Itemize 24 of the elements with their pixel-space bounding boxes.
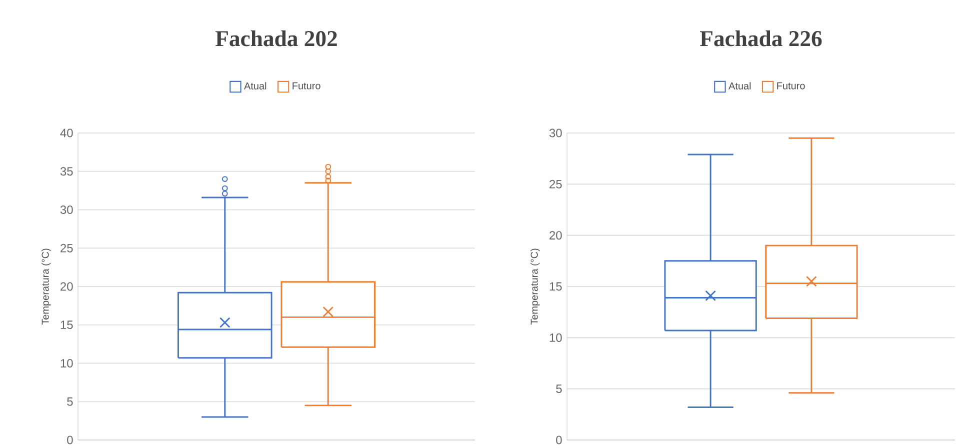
y-tick-label: 30 xyxy=(549,128,562,138)
y-axis-title: Temperatura (°C) xyxy=(530,248,540,325)
y-tick-label: 20 xyxy=(60,282,73,291)
y-tick-label: 0 xyxy=(556,436,562,444)
y-tick-label: 30 xyxy=(60,205,73,214)
y-tick-label: 15 xyxy=(550,282,562,291)
y-tick-label: 20 xyxy=(550,231,562,240)
y-tick-label: 35 xyxy=(60,167,73,176)
legend-label: Futuro xyxy=(777,82,805,90)
y-tick-label: 25 xyxy=(550,180,562,188)
y-axis-title: Temperatura (°C) xyxy=(41,248,51,325)
y-tick-label: 15 xyxy=(60,320,73,330)
chart-title: Fachada 226 xyxy=(700,30,822,46)
y-tick-label: 10 xyxy=(550,333,562,342)
legend-label: Atual xyxy=(728,82,751,90)
legend-label: Atual xyxy=(244,82,266,90)
y-tick-label: 5 xyxy=(67,397,73,406)
legend-label: Futuro xyxy=(292,82,320,90)
y-tick-label: 25 xyxy=(60,244,73,252)
chart-title: Fachada 202 xyxy=(216,30,337,46)
y-tick-label: 0 xyxy=(67,436,73,444)
y-tick-label: 5 xyxy=(556,384,562,394)
y-tick-label: 40 xyxy=(60,128,73,138)
y-tick-label: 10 xyxy=(60,358,73,368)
